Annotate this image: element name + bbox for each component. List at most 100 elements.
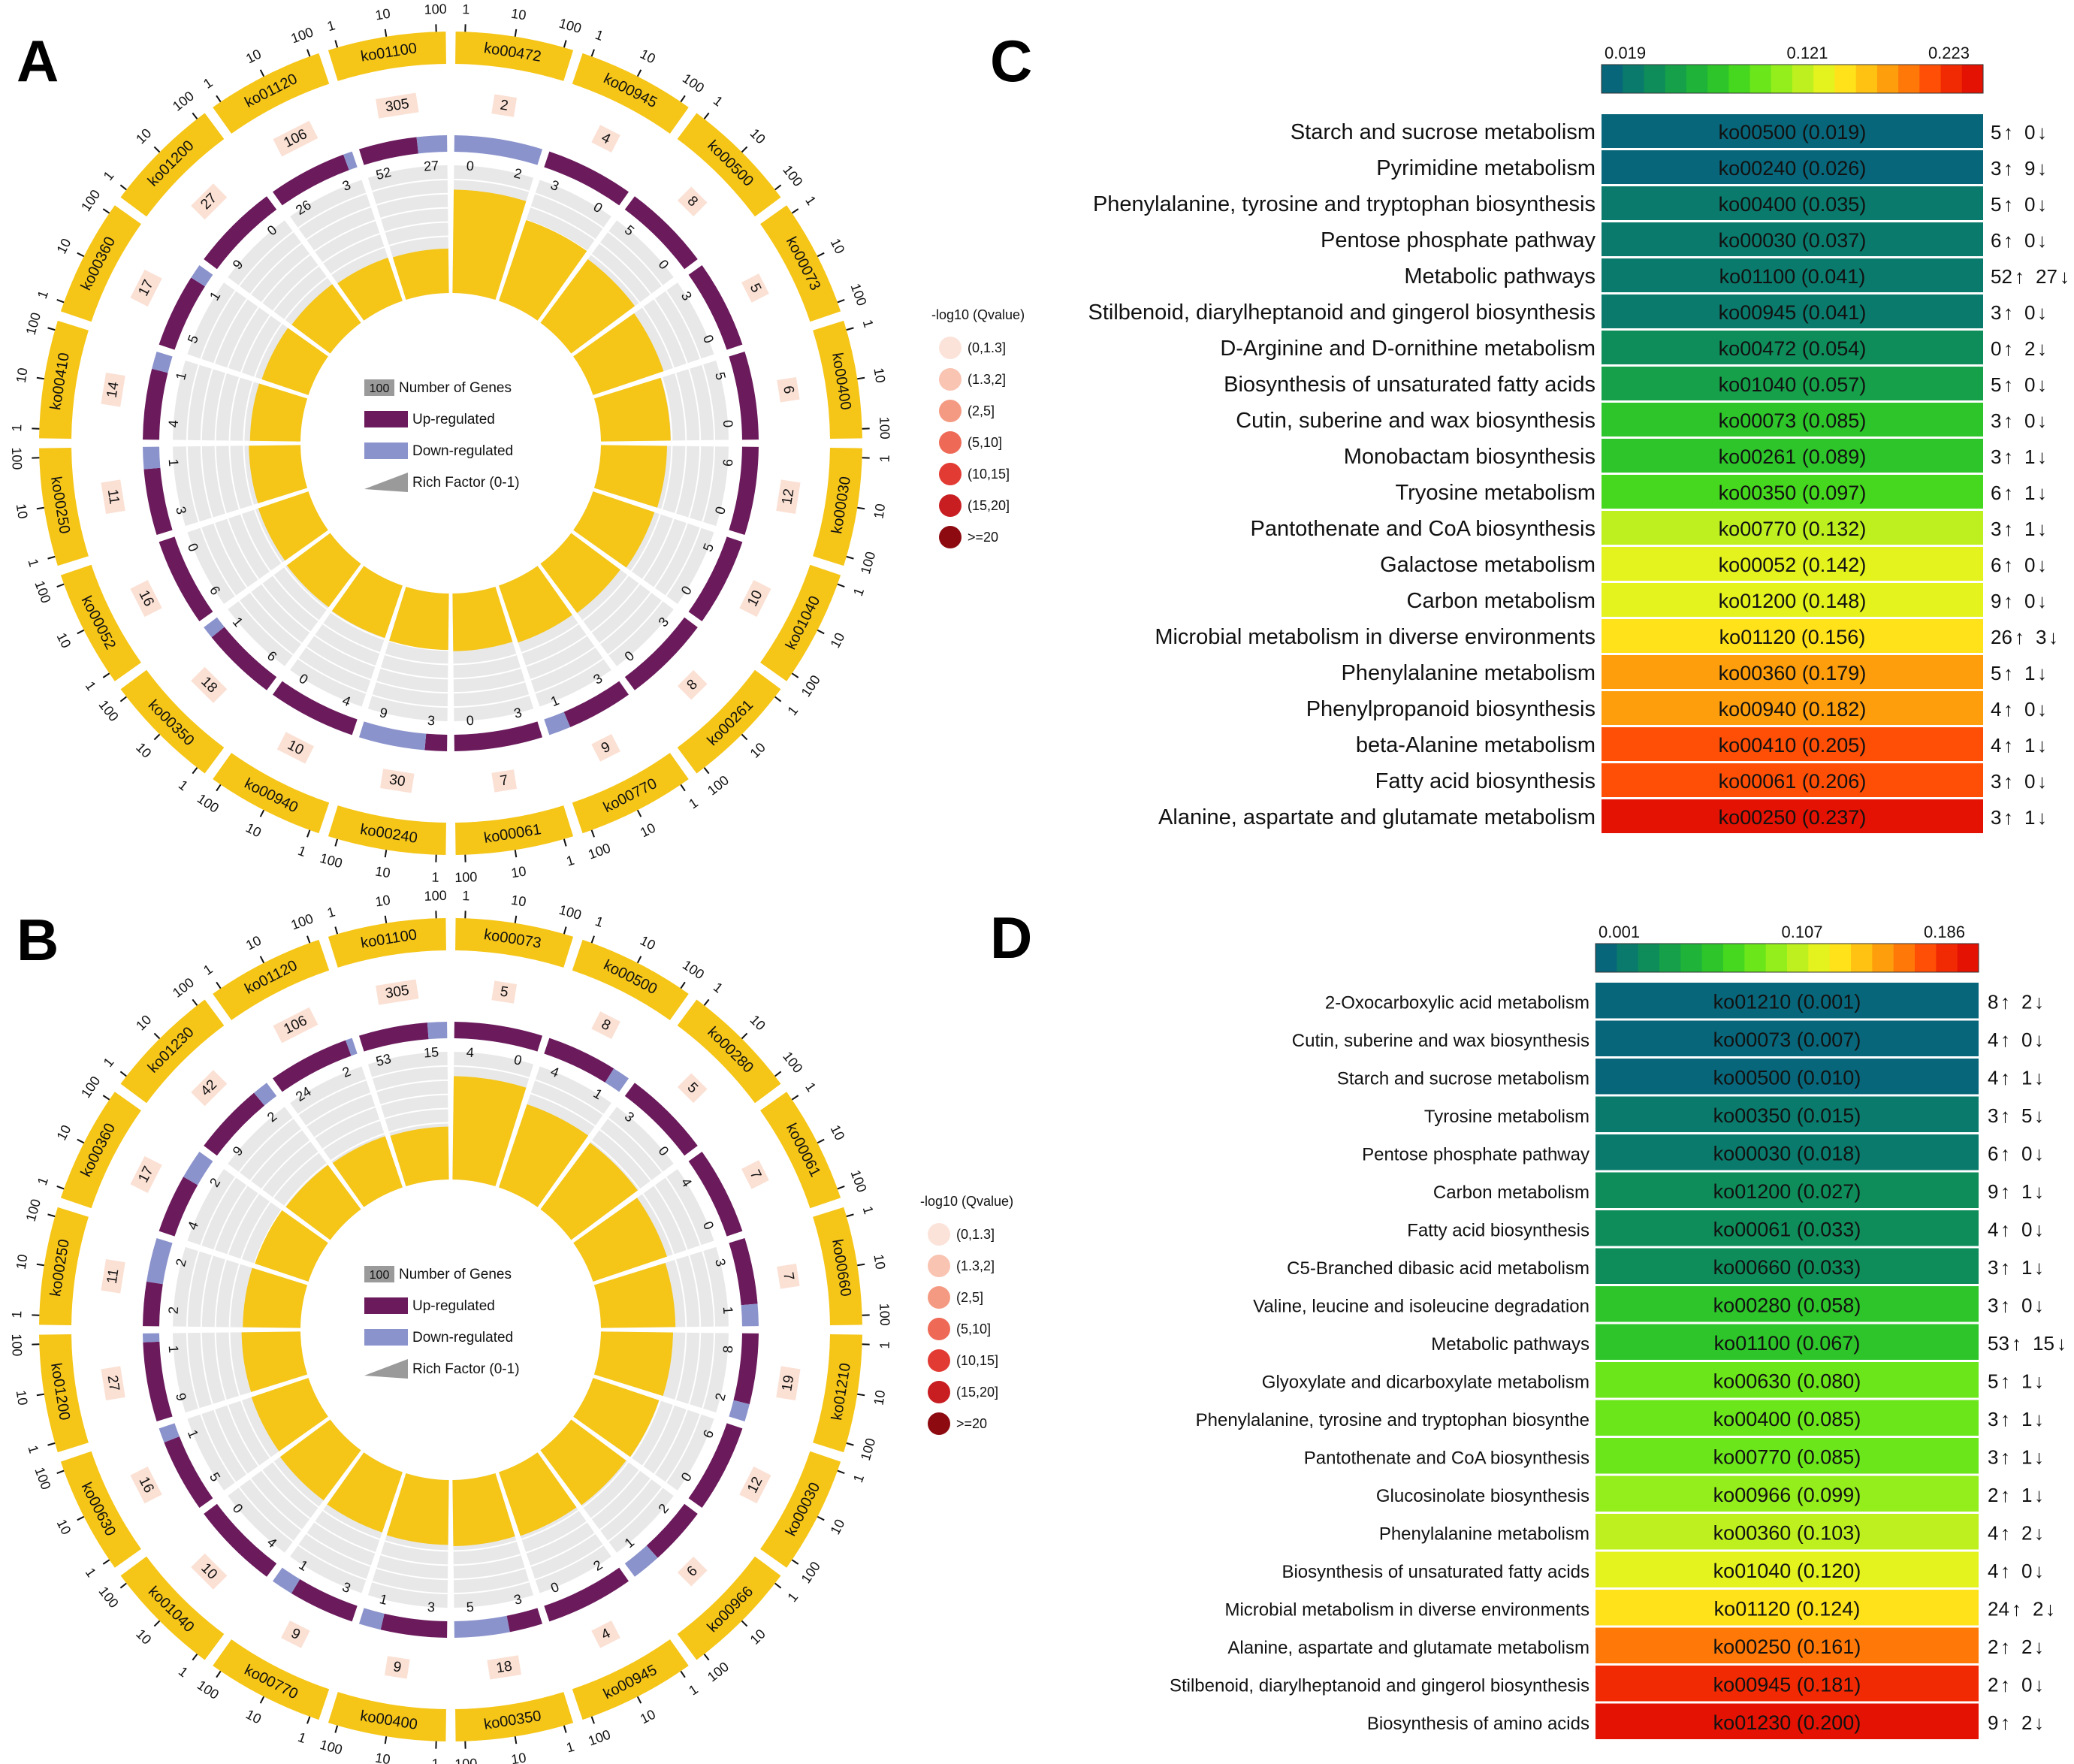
gene-count-label: 7: [499, 772, 509, 789]
heatmap-cell-label: ko00660 (0.033): [1713, 1256, 1861, 1279]
scale-tick: [47, 555, 56, 560]
down-arrow-icon: ↓: [2037, 229, 2047, 252]
heatmap-cell: [1596, 1703, 1979, 1739]
scale-tick: [846, 555, 854, 560]
down-count: 27: [2036, 265, 2057, 288]
down-count-label: 0: [512, 1052, 524, 1068]
colorbar-segment: [1665, 65, 1687, 93]
heatmap-cell-label: ko01100 (0.041): [1719, 265, 1866, 288]
scale-tick: [846, 1442, 854, 1446]
scale-tick-label: 100: [848, 282, 870, 308]
down-arrow-icon: ↓: [2034, 1066, 2044, 1089]
scale-tick-label: 100: [586, 841, 612, 862]
gene-count-badge: [591, 734, 620, 762]
panel-a-letter: A: [17, 28, 59, 94]
up-regulated-segment: [624, 196, 698, 270]
colorbar-segment: [1898, 65, 1920, 93]
scale-tick-label: 100: [32, 578, 53, 605]
scale-tick-label: 1: [296, 1729, 308, 1746]
panel-c-heatmap: C 0.019 0.121 0.223 ko00500 (0.019) Starch a…: [990, 28, 2069, 833]
up-arrow-icon: ↑: [2003, 770, 2013, 793]
heatmap-cell-label: ko00770 (0.132): [1719, 518, 1867, 540]
up-count: 3: [1988, 1294, 1998, 1316]
heatmap-cell-label: ko00500 (0.010): [1713, 1066, 1861, 1089]
down-count: 0: [2024, 770, 2035, 793]
pathway-name-label: Biosynthesis of unsaturated fatty acids: [1224, 373, 1596, 397]
up-regulated-segment: [211, 627, 277, 690]
gene-count-badge: [777, 376, 800, 403]
up-regulated-segment: [688, 1423, 743, 1508]
colorbar-segment: [1765, 944, 1788, 972]
heatmap-cell: [1602, 583, 1983, 617]
up-regulated-segment: [544, 1038, 614, 1083]
down-count-label: 15: [423, 1044, 439, 1060]
rich-factor-bar: [499, 566, 572, 643]
scale-tick: [36, 506, 44, 510]
up-count-label: 4: [166, 419, 182, 427]
up-regulated-segment: [273, 681, 358, 736]
inner-legend-label: Rich Factor (0-1): [412, 475, 520, 491]
heatmap-cell-label: ko00350 (0.097): [1719, 482, 1867, 504]
gene-count-badge: [281, 1621, 310, 1648]
heatmap-cell-label: ko00250 (0.161): [1713, 1636, 1861, 1658]
scale-tick: [102, 672, 110, 678]
up-count-label: 53: [374, 1051, 392, 1069]
down-arrow-icon: ↓: [2034, 1180, 2044, 1203]
down-regulated-segment: [544, 711, 571, 736]
rich-factor-bar: [573, 1378, 660, 1457]
down-arrow-icon: ↓: [2034, 1408, 2044, 1430]
heatmap-cell: [1602, 222, 1983, 256]
heatmap-cell: [1596, 1324, 1979, 1360]
scale-tick-label: 10: [243, 933, 264, 953]
legend-swatch-genes: [364, 379, 394, 396]
down-count: 1: [2024, 662, 2035, 684]
up-arrow-icon: ↑: [2012, 1597, 2021, 1620]
down-count: 2: [2021, 1636, 2032, 1658]
gene-count-label: 5: [499, 983, 509, 1000]
colorbar-segment: [1723, 944, 1745, 972]
heatmap-cell: [1596, 1362, 1979, 1398]
heatmap-cell-label: ko00630 (0.080): [1713, 1370, 1861, 1392]
pathway-name-label: Fatty acid biosynthesis: [1375, 769, 1596, 793]
pathway-id-segment: [60, 205, 141, 322]
scale-tick: [857, 376, 865, 380]
gene-count-badge: [130, 1466, 162, 1504]
heatmap-cell: [1596, 1438, 1979, 1474]
up-count: 9: [1991, 590, 2001, 612]
up-arrow-icon: ↑: [2000, 1560, 2010, 1582]
down-regulated-segment: [143, 446, 161, 470]
scale-tick-label: 1: [9, 424, 24, 432]
scale-tick-label: 1: [860, 318, 877, 329]
colorbar-segment: [1829, 944, 1852, 972]
scale-tick: [791, 672, 799, 678]
down-count: 2: [2021, 990, 2032, 1013]
scale-tick: [384, 850, 388, 858]
heatmap-cell-label: ko00350 (0.015): [1713, 1104, 1861, 1127]
up-count: 9: [1988, 1180, 1998, 1203]
up-count: 5: [1991, 121, 2001, 143]
down-arrow-icon: ↓: [2037, 157, 2047, 180]
up-regulated-segment: [729, 446, 759, 536]
pathway-id-segment: [120, 1556, 225, 1660]
qvalue-legend-dot: [939, 526, 962, 548]
scale-tick: [216, 981, 222, 989]
scale-tick-label: 100: [454, 869, 478, 885]
pathway-name-label: Pyrimidine metabolism: [1376, 156, 1596, 180]
up-count: 5: [1988, 1370, 1998, 1392]
scale-tick-label: 100: [195, 791, 222, 816]
down-regulated-segment: [741, 1303, 759, 1327]
rich-factor-bar: [255, 1210, 328, 1282]
gene-count-label: 12: [779, 488, 797, 506]
scale-tick: [774, 184, 782, 191]
scale-tick: [77, 629, 85, 635]
up-arrow-icon: ↑: [2003, 734, 2013, 757]
pathway-id-segment: [328, 1692, 446, 1741]
down-regulated-segment: [152, 351, 173, 373]
qvalue-legend-label: (2,5]: [956, 1290, 983, 1305]
up-count: 4: [1991, 734, 2001, 757]
colorbar-segment: [1596, 944, 1617, 972]
scale-tick-label: 10: [638, 47, 658, 67]
rich-factor-bar: [392, 248, 449, 301]
scale-tick-label: 100: [557, 902, 583, 923]
